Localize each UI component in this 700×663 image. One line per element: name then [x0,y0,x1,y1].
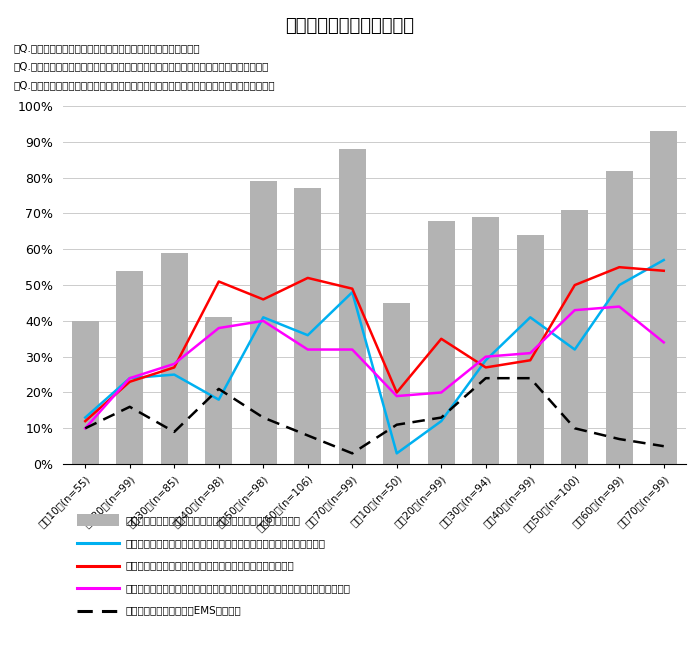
Text: 健康を『積極的に気づかっている』＋『まあ気づかっている』: 健康を『積極的に気づかっている』＋『まあ気づかっている』 [126,515,301,526]
Bar [250,181,276,464]
Text: 図表４　健康への気づかい: 図表４ 健康への気づかい [286,17,414,34]
Bar [650,131,677,464]
Text: 「Q.ご家庭にあるかどうかに関わらず、あなたが今後使ってみたい機器は？」（複数回答）: 「Q.ご家庭にあるかどうかに関わらず、あなたが今後使ってみたい機器は？」（複数回… [14,80,276,90]
Text: 健康についての考え方や行動『将来の健康には不安がある』: 健康についての考え方や行動『将来の健康には不安がある』 [126,560,295,571]
Text: 「Q.あなたは、普段健康を気づかっていますか？」（単数回答）: 「Q.あなたは、普段健康を気づかっていますか？」（単数回答） [14,43,201,53]
Bar [384,303,410,464]
Bar [116,271,143,464]
Bar [161,253,188,464]
Text: 「Q.健康についての考え方や行動について、あなたにあてはまることは？」（複数回答）: 「Q.健康についての考え方や行動について、あなたにあてはまることは？」（複数回答… [14,62,270,72]
Bar [339,149,365,464]
Text: 健康についての考え方や行動『自分の健康は自分自身で管理している』: 健康についての考え方や行動『自分の健康は自分自身で管理している』 [126,538,326,548]
Text: 健康についての考え方や行動『病気にならないため、やせたい・太りたくない』: 健康についての考え方や行動『病気にならないため、やせたい・太りたくない』 [126,583,351,593]
Bar [205,318,232,464]
Bar [517,235,544,464]
Bar [561,210,588,464]
Bar [72,321,99,464]
Bar [473,217,499,464]
Bar [428,221,454,464]
Text: 今後使ってみたいもの『EMSマシン』: 今後使ってみたいもの『EMSマシン』 [126,605,242,616]
Bar [606,170,633,464]
Bar [295,188,321,464]
